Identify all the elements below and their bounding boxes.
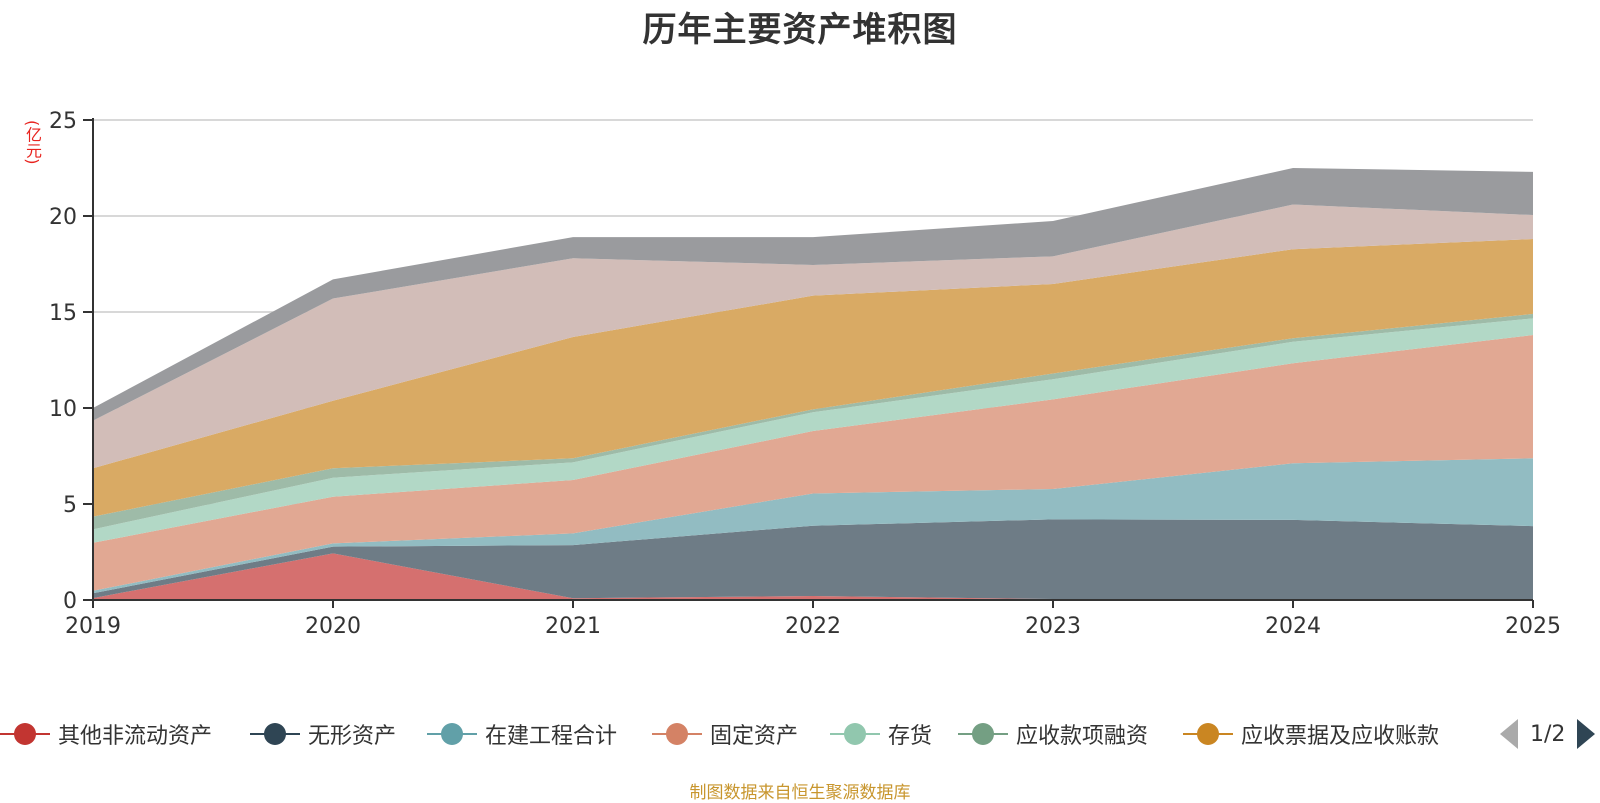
legend-marker-icon: [1183, 716, 1233, 752]
area-series-7: [93, 239, 1533, 517]
legend-item[interactable]: 存货: [830, 716, 932, 752]
legend-label: 固定资产: [710, 724, 799, 749]
legend-prev-page-icon[interactable]: [1500, 719, 1518, 749]
x-tick-label: 2024: [1265, 614, 1321, 639]
legend-item[interactable]: 应收款项融资: [958, 716, 1148, 752]
stacked-areas: [93, 168, 1533, 600]
legend-label: 其他非流动资产: [58, 724, 213, 749]
y-tick-label: 25: [49, 109, 77, 134]
area-series-3: [93, 458, 1533, 594]
legend-marker-icon: [0, 716, 50, 752]
legend-label: 在建工程合计: [485, 724, 618, 749]
legend-item[interactable]: 其他非流动资产: [0, 716, 212, 752]
x-tick-label: 2022: [785, 614, 841, 639]
legend-marker-icon: [958, 716, 1008, 752]
data-source-note: 制图数据来自恒生聚源数据库: [689, 783, 911, 803]
legend-marker-icon: [652, 716, 702, 752]
legend-label: 应收款项融资: [1016, 724, 1149, 749]
y-tick-label: 5: [63, 493, 77, 518]
legend-marker-icon: [250, 716, 300, 752]
legend-pager: 1/2: [1500, 716, 1596, 752]
legend-next-page-icon[interactable]: [1577, 719, 1596, 749]
y-tick-label: 20: [49, 205, 77, 230]
legend-label: 应收票据及应收账款: [1241, 724, 1440, 749]
x-tick-label: 2023: [1025, 614, 1081, 639]
x-tick-label: 2021: [545, 614, 601, 639]
area-series-5: [93, 318, 1533, 543]
x-tick-label: 2019: [65, 614, 121, 639]
area-series-1: [93, 553, 1533, 600]
chart-title: 历年主要资产堆积图: [642, 10, 958, 50]
legend-item[interactable]: 在建工程合计: [427, 716, 617, 752]
area-series-8: [93, 204, 1533, 469]
legend-item[interactable]: 应收票据及应收账款: [1183, 716, 1439, 752]
legend-label: 无形资产: [308, 724, 397, 749]
legend: 其他非流动资产 无形资产 在建工程合计 固定资产 存货 应收款项融资 应收票据及应收账款: [0, 716, 1600, 752]
area-series-2: [93, 519, 1533, 600]
y-tick-label: 10: [49, 397, 77, 422]
y-axis-unit-label: (亿元): [23, 120, 42, 165]
area-series-9: [93, 168, 1533, 421]
x-tick-label: 2025: [1505, 614, 1561, 639]
legend-marker-icon: [830, 716, 880, 752]
legend-page-indicator: 1/2: [1530, 721, 1566, 747]
legend-marker-icon: [427, 716, 477, 752]
legend-item[interactable]: 无形资产: [250, 716, 396, 752]
area-series-4: [93, 335, 1533, 591]
legend-item[interactable]: 固定资产: [652, 716, 798, 752]
y-tick-label: 0: [63, 589, 77, 614]
y-tick-label: 15: [49, 301, 77, 326]
legend-label: 存货: [888, 724, 933, 749]
x-tick-label: 2020: [305, 614, 361, 639]
